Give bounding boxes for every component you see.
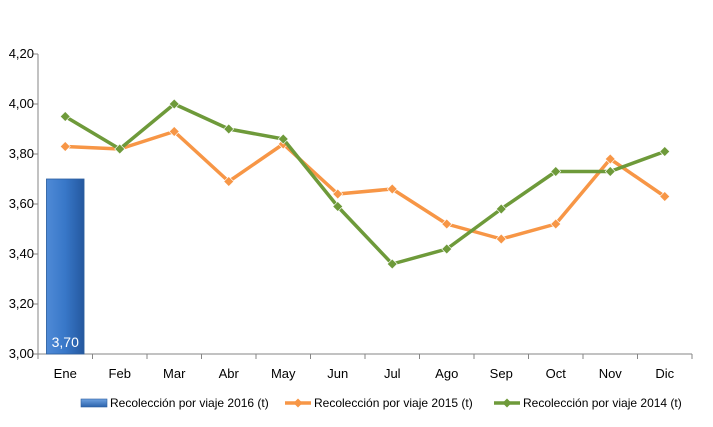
legend-swatch-marker xyxy=(502,398,512,408)
legend-swatch-marker xyxy=(293,398,303,408)
legend-swatch-bar xyxy=(80,398,108,408)
line-marker xyxy=(223,176,235,187)
y-tick-label: 3,20 xyxy=(9,296,34,311)
x-tick-label: Dic xyxy=(655,366,674,381)
line-marker xyxy=(550,218,562,230)
series-line xyxy=(63,102,667,266)
line-marker xyxy=(495,233,507,245)
y-tick-label: 3,80 xyxy=(9,146,34,161)
x-tick-label: Nov xyxy=(599,366,623,381)
x-tick-label: Abr xyxy=(219,366,240,381)
legend-label: Recolección por viaje 2016 (t) xyxy=(110,396,269,410)
x-tick-label: Jun xyxy=(327,366,348,381)
line-marker xyxy=(386,258,398,270)
line-marker xyxy=(114,143,126,155)
y-tick-label: 4,20 xyxy=(9,46,34,61)
line-marker xyxy=(386,183,398,195)
y-tick-label: 3,00 xyxy=(9,346,34,361)
y-tick-label: 4,00 xyxy=(9,96,34,111)
line-marker xyxy=(277,133,289,145)
line-marker xyxy=(441,218,453,230)
y-tick-label: 3,40 xyxy=(9,246,34,261)
line-marker xyxy=(495,203,507,215)
line-marker xyxy=(223,123,235,135)
line-marker xyxy=(168,126,180,137)
line-marker xyxy=(659,191,671,202)
line-marker xyxy=(59,111,71,122)
x-tick-label: Jul xyxy=(384,366,401,381)
line-marker xyxy=(604,153,616,165)
bars xyxy=(46,178,85,355)
series-line xyxy=(63,129,667,241)
x-tick-label: May xyxy=(271,366,296,381)
x-tick-label: Ago xyxy=(435,366,458,381)
x-tick-label: Oct xyxy=(546,366,567,381)
x-tick-label: Mar xyxy=(163,366,186,381)
x-tick-label: Ene xyxy=(54,366,77,381)
line-marker xyxy=(332,188,344,200)
legend: Recolección por viaje 2016 (t) Recolecció… xyxy=(80,396,682,410)
bar-data-label: 3,70 xyxy=(52,334,79,350)
y-tick-label: 3,60 xyxy=(9,196,34,211)
labels: 3,70 xyxy=(52,334,79,350)
line-marker xyxy=(604,166,616,177)
line-marker xyxy=(59,141,71,152)
legend-label: Recolección por viaje 2014 (t) xyxy=(523,396,682,410)
line-marker xyxy=(332,201,344,212)
bar xyxy=(46,178,85,355)
lines xyxy=(59,98,671,270)
line-marker xyxy=(659,146,671,157)
line-marker xyxy=(441,243,453,255)
legend-label: Recolección por viaje 2015 (t) xyxy=(314,396,473,410)
x-tick-label: Sep xyxy=(490,366,513,381)
axes: 3,00 3,20 3,40 3,60 3,80 4,00 4,20 Ene Feb Mar Abr… xyxy=(9,46,693,381)
line-marker xyxy=(550,166,562,177)
x-tick-label: Feb xyxy=(109,366,131,381)
line-marker xyxy=(168,98,180,110)
